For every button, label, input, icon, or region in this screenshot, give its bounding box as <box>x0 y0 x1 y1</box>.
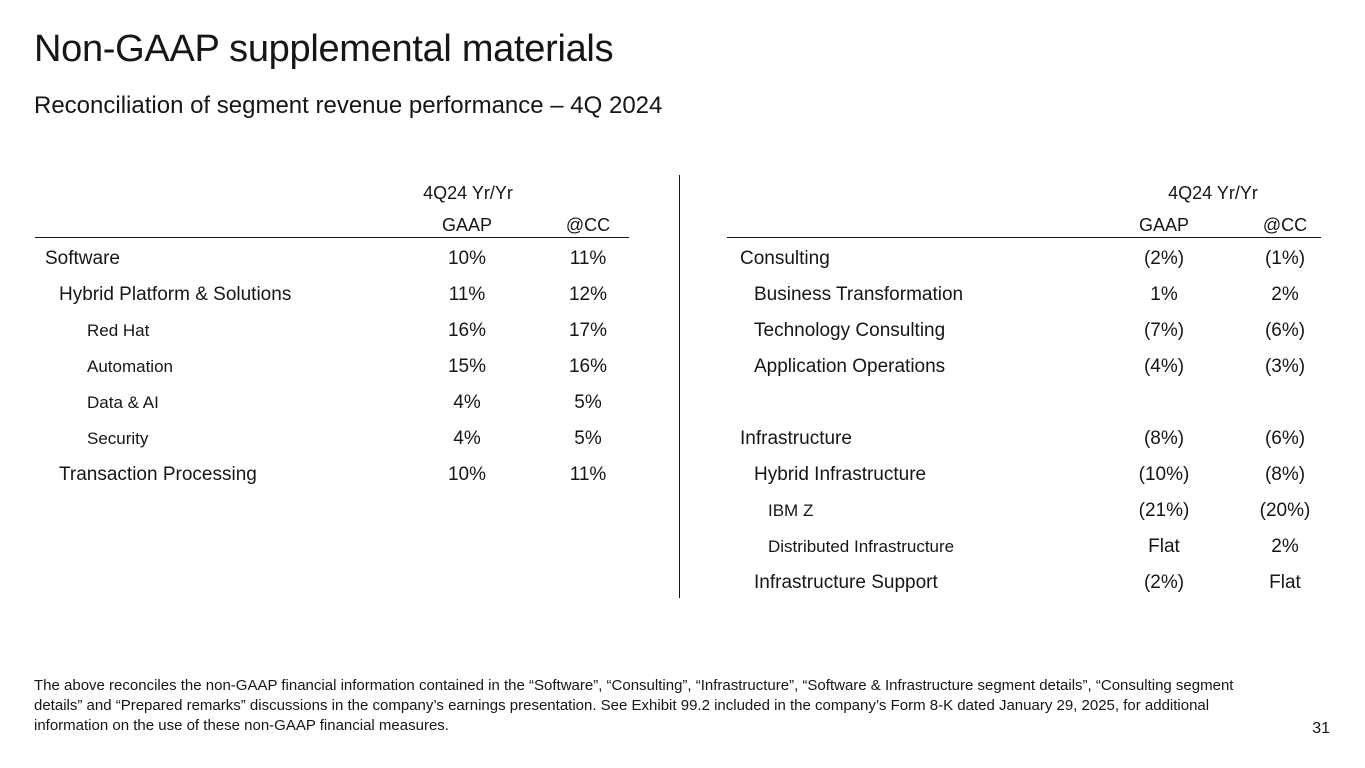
table-row: Automation 15% 16% <box>35 349 629 385</box>
table-row: Hybrid Infrastructure (10%) (8%) <box>727 457 1321 493</box>
cc-value: 11% <box>569 464 607 485</box>
row-label: Automation <box>87 357 173 376</box>
table-row: Consulting (2%) (1%) <box>727 241 1321 277</box>
table-row: Hybrid Platform & Solutions 11% 12% <box>35 277 629 313</box>
row-label: Business Transformation <box>754 284 964 305</box>
table-row: Distributed Infrastructure Flat 2% <box>727 529 1321 565</box>
row-label: Consulting <box>740 248 830 269</box>
period-header: 4Q24 Yr/Yr <box>423 183 513 203</box>
row-label: IBM Z <box>768 501 814 520</box>
gaap-value: 4% <box>453 428 481 449</box>
page-number: 31 <box>1312 720 1330 737</box>
vertical-divider <box>679 175 680 598</box>
table-row: Infrastructure Support (2%) Flat <box>727 565 1321 601</box>
cc-value: 2% <box>1271 284 1299 305</box>
gaap-value: (8%) <box>1143 428 1185 449</box>
cc-value: (3%) <box>1264 356 1306 377</box>
gaap-column-header: GAAP <box>441 215 493 235</box>
cc-column-header: @CC <box>565 215 611 235</box>
row-label: Technology Consulting <box>754 320 946 341</box>
gaap-column-header: GAAP <box>1138 215 1190 235</box>
cc-value: (6%) <box>1264 320 1306 341</box>
header-rule <box>35 237 629 238</box>
cc-value: (6%) <box>1264 428 1306 449</box>
table-row: Business Transformation 1% 2% <box>727 277 1321 313</box>
table-row: Transaction Processing 10% 11% <box>35 457 629 493</box>
gaap-value: Flat <box>1148 536 1180 557</box>
gaap-value: 10% <box>447 248 487 269</box>
cc-value: 12% <box>568 284 608 305</box>
row-label: Hybrid Platform & Solutions <box>59 284 292 305</box>
row-label: Red Hat <box>87 321 150 340</box>
cc-column-header: @CC <box>1262 215 1308 235</box>
table-row: IBM Z (21%) (20%) <box>727 493 1321 529</box>
row-label: Application Operations <box>754 356 946 377</box>
row-label: Infrastructure Support <box>754 572 938 593</box>
cc-value: 17% <box>568 320 608 341</box>
gaap-value: (2%) <box>1143 572 1185 593</box>
cc-value: Flat <box>1269 572 1301 593</box>
header-rule <box>727 237 1321 238</box>
gaap-value: (7%) <box>1143 320 1185 341</box>
table-row-spacer <box>727 385 1321 421</box>
table-row: Infrastructure (8%) (6%) <box>727 421 1321 457</box>
cc-value: (20%) <box>1259 500 1311 521</box>
table-row: Software 10% 11% <box>35 241 629 277</box>
gaap-value: (4%) <box>1143 356 1185 377</box>
footnote: The above reconciles the non-GAAP financ… <box>34 677 1234 734</box>
table-row: Technology Consulting (7%) (6%) <box>727 313 1321 349</box>
table-row: Security 4% 5% <box>35 421 629 457</box>
row-label: Infrastructure <box>740 428 852 449</box>
page-subtitle: Reconciliation of segment revenue perfor… <box>34 92 663 119</box>
cc-value: 11% <box>569 248 607 269</box>
cc-value: 16% <box>568 356 608 377</box>
gaap-value: (21%) <box>1138 500 1190 521</box>
gaap-value: 11% <box>448 284 486 305</box>
cc-value: (8%) <box>1264 464 1306 485</box>
cc-value: 2% <box>1271 536 1299 557</box>
cc-value: 5% <box>574 392 602 413</box>
table-row: Data & AI 4% 5% <box>35 385 629 421</box>
gaap-value: 15% <box>447 356 487 377</box>
row-label: Software <box>45 248 120 269</box>
table-row: Application Operations (4%) (3%) <box>727 349 1321 385</box>
cc-value: 5% <box>574 428 602 449</box>
page-title: Non-GAAP supplemental materials <box>34 28 614 70</box>
row-label: Hybrid Infrastructure <box>754 464 927 485</box>
gaap-value: (10%) <box>1138 464 1190 485</box>
row-label: Security <box>87 429 149 448</box>
gaap-value: 1% <box>1150 284 1178 305</box>
row-label: Data & AI <box>87 393 159 412</box>
gaap-value: (2%) <box>1143 248 1185 269</box>
table-row: Red Hat 16% 17% <box>35 313 629 349</box>
cc-value: (1%) <box>1264 248 1306 269</box>
gaap-value: 16% <box>447 320 487 341</box>
gaap-value: 10% <box>447 464 487 485</box>
row-label: Distributed Infrastructure <box>768 537 955 556</box>
row-label: Transaction Processing <box>59 464 257 485</box>
gaap-value: 4% <box>453 392 481 413</box>
period-header: 4Q24 Yr/Yr <box>1168 183 1258 203</box>
